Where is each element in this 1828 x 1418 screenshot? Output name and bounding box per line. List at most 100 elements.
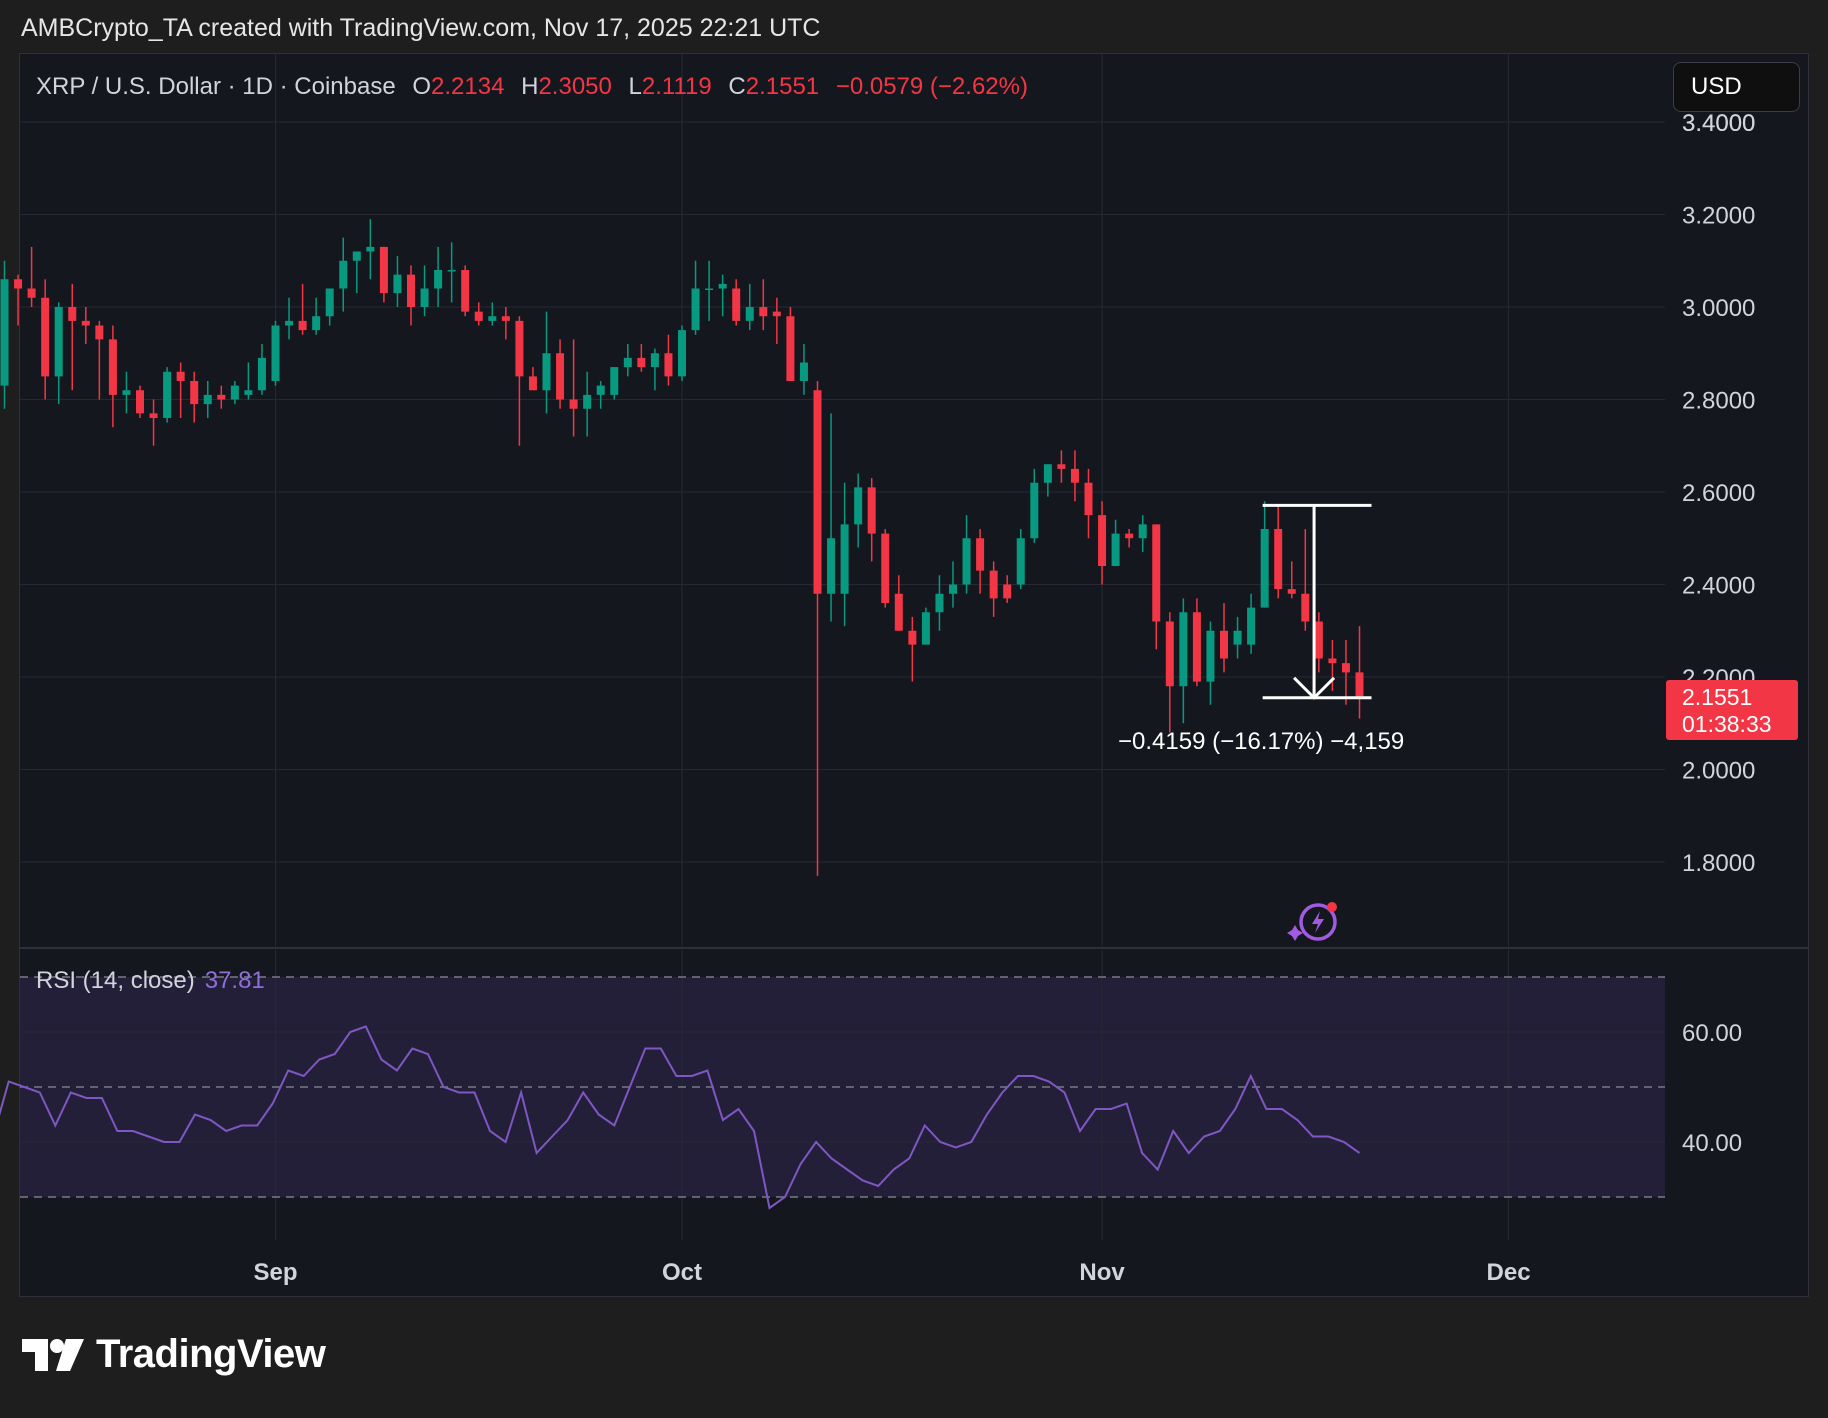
candle-body bbox=[515, 320, 524, 377]
candle-body bbox=[1057, 464, 1066, 469]
candle-body bbox=[772, 311, 781, 317]
bar-countdown: 01:38:33 bbox=[1682, 711, 1772, 737]
last-price: 2.1551 bbox=[1682, 684, 1753, 710]
candle-body bbox=[989, 570, 998, 599]
candle-body bbox=[1314, 621, 1323, 659]
candle-body bbox=[501, 316, 510, 321]
candle-body bbox=[352, 251, 361, 261]
candle-body bbox=[285, 320, 294, 326]
candle-body bbox=[0, 279, 9, 386]
candle-body bbox=[217, 394, 226, 400]
candle-body bbox=[976, 538, 985, 571]
price-tick-label: 3.4000 bbox=[1682, 110, 1755, 137]
candle-body bbox=[583, 394, 592, 409]
low-label: L bbox=[628, 73, 642, 100]
tradingview-logo[interactable]: TradingView bbox=[22, 1332, 326, 1377]
candle-body bbox=[610, 367, 619, 395]
candle-body bbox=[1355, 672, 1364, 698]
candle-body bbox=[54, 307, 63, 377]
candle-body bbox=[1003, 584, 1012, 599]
tradingview-brand: TradingView bbox=[96, 1332, 326, 1376]
candle-body bbox=[434, 270, 443, 289]
candle-body bbox=[1233, 630, 1242, 645]
candle-body bbox=[366, 246, 375, 252]
rsi-tick-label: 60.00 bbox=[1682, 1020, 1742, 1047]
candle-body bbox=[339, 260, 348, 289]
candle-body bbox=[840, 524, 849, 594]
candle-body bbox=[867, 487, 876, 534]
candle-body bbox=[854, 487, 863, 525]
candle-body bbox=[528, 376, 537, 391]
price-tick-label: 3.0000 bbox=[1682, 295, 1755, 322]
candle-body bbox=[1098, 515, 1107, 566]
candle-body bbox=[190, 381, 199, 405]
candle-body bbox=[678, 330, 686, 377]
ai-sparkle-icon[interactable] bbox=[1286, 897, 1346, 947]
candle-body bbox=[1274, 529, 1283, 590]
candle-body bbox=[230, 385, 239, 400]
rsi-line bbox=[0, 1025, 1361, 1210]
chart-attribution: AMBCrypto_TA created with TradingView.co… bbox=[21, 14, 821, 42]
candle-body bbox=[881, 533, 890, 603]
last-price-tag: 2.1551 01:38:33 bbox=[1666, 680, 1798, 740]
price-tick-label: 2.6000 bbox=[1682, 480, 1755, 507]
low-value: 2.1119 bbox=[641, 73, 712, 100]
candle-body bbox=[921, 612, 930, 645]
candle-body bbox=[271, 325, 280, 381]
candle-body bbox=[1260, 529, 1269, 608]
change-value: −0.0579 (−2.62%) bbox=[835, 73, 1028, 100]
rsi-band bbox=[20, 977, 1665, 1197]
candle-body bbox=[257, 357, 266, 391]
currency-button[interactable]: USD bbox=[1673, 62, 1800, 112]
candle-body bbox=[95, 325, 104, 340]
candle-body bbox=[325, 288, 334, 317]
candle-body bbox=[474, 311, 483, 321]
candle-body bbox=[1030, 482, 1039, 539]
currency-button-label: USD bbox=[1691, 73, 1742, 100]
candle-body bbox=[1247, 607, 1256, 645]
candle-body bbox=[1206, 630, 1215, 682]
candle-body bbox=[1070, 468, 1079, 483]
price-tick-label: 2.8000 bbox=[1682, 388, 1755, 415]
rsi-legend: RSI (14, close) 37.81 bbox=[36, 967, 265, 995]
price-tick-label: 3.4000 bbox=[1682, 110, 1755, 137]
candle-body bbox=[1328, 658, 1337, 664]
candle-body bbox=[813, 390, 822, 594]
candle-body bbox=[163, 371, 172, 418]
time-tick-label: Oct bbox=[662, 1259, 702, 1286]
candle-body bbox=[1138, 524, 1147, 539]
candle-body bbox=[908, 630, 917, 645]
high-value: 2.3050 bbox=[538, 73, 612, 100]
candle-body bbox=[718, 283, 727, 289]
candle-body bbox=[623, 357, 632, 368]
candle-body bbox=[27, 288, 36, 298]
symbol-label[interactable]: XRP / U.S. Dollar · 1D · Coinbase bbox=[36, 73, 396, 100]
candle-body bbox=[1152, 524, 1161, 622]
candle-body bbox=[312, 316, 321, 331]
time-tick-label: Nov bbox=[1079, 1259, 1125, 1286]
candle-body bbox=[1220, 630, 1228, 659]
candle-body bbox=[1301, 593, 1310, 622]
candle-body bbox=[1111, 533, 1120, 566]
candle-body bbox=[664, 353, 673, 377]
candle-body bbox=[637, 357, 646, 368]
time-tick-label: Dec bbox=[1487, 1259, 1531, 1286]
candle-body bbox=[827, 538, 836, 594]
ohlc-legend: XRP / U.S. Dollar · 1D · Coinbase O2.213… bbox=[36, 73, 1028, 101]
candle-body bbox=[894, 593, 903, 631]
high-label: H bbox=[521, 73, 539, 100]
candle-body bbox=[14, 279, 23, 289]
measure-arrow bbox=[1293, 676, 1336, 700]
close-label: C bbox=[728, 73, 746, 100]
candle-body bbox=[1016, 538, 1025, 585]
candle-body bbox=[420, 288, 429, 307]
candle-body bbox=[556, 353, 565, 400]
candle-body bbox=[1165, 621, 1174, 687]
candle-body bbox=[136, 390, 144, 414]
candle-body bbox=[1287, 589, 1296, 594]
candle-body bbox=[393, 274, 402, 294]
candle-body bbox=[745, 307, 754, 321]
candle-body bbox=[1043, 464, 1052, 483]
rsi-title[interactable]: RSI (14, close) bbox=[36, 967, 195, 994]
